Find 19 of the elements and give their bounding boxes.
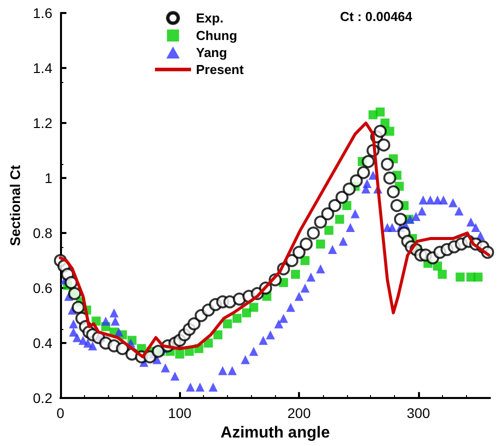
y-tick-label: 0.6 [32,280,53,296]
legend-label: Chung [196,28,238,43]
y-tick-label: 0.4 [32,335,53,352]
legend-label: Yang [196,45,228,60]
y-tick-label: 0.8 [32,225,53,242]
annotation: Ct : 0.00464 [340,9,414,24]
x-tick-label: 100 [168,405,192,422]
x-tick-label: 0 [56,405,64,422]
x-tick-label: 200 [287,405,311,422]
x-tick-label: 300 [406,405,430,422]
legend-label: Present [196,62,244,77]
y-tick-label: 0.2 [32,390,53,406]
y-tick-label: 1.4 [32,60,53,76]
y-axis-title: Sectional Ct [7,164,23,246]
y-tick-label: 1.6 [32,5,53,21]
y-tick-label: 1.2 [32,115,53,132]
x-axis-title: Azimuth angle [220,424,330,442]
y-tick-label: 1 [44,170,53,186]
legend-label: Exp. [196,10,224,26]
